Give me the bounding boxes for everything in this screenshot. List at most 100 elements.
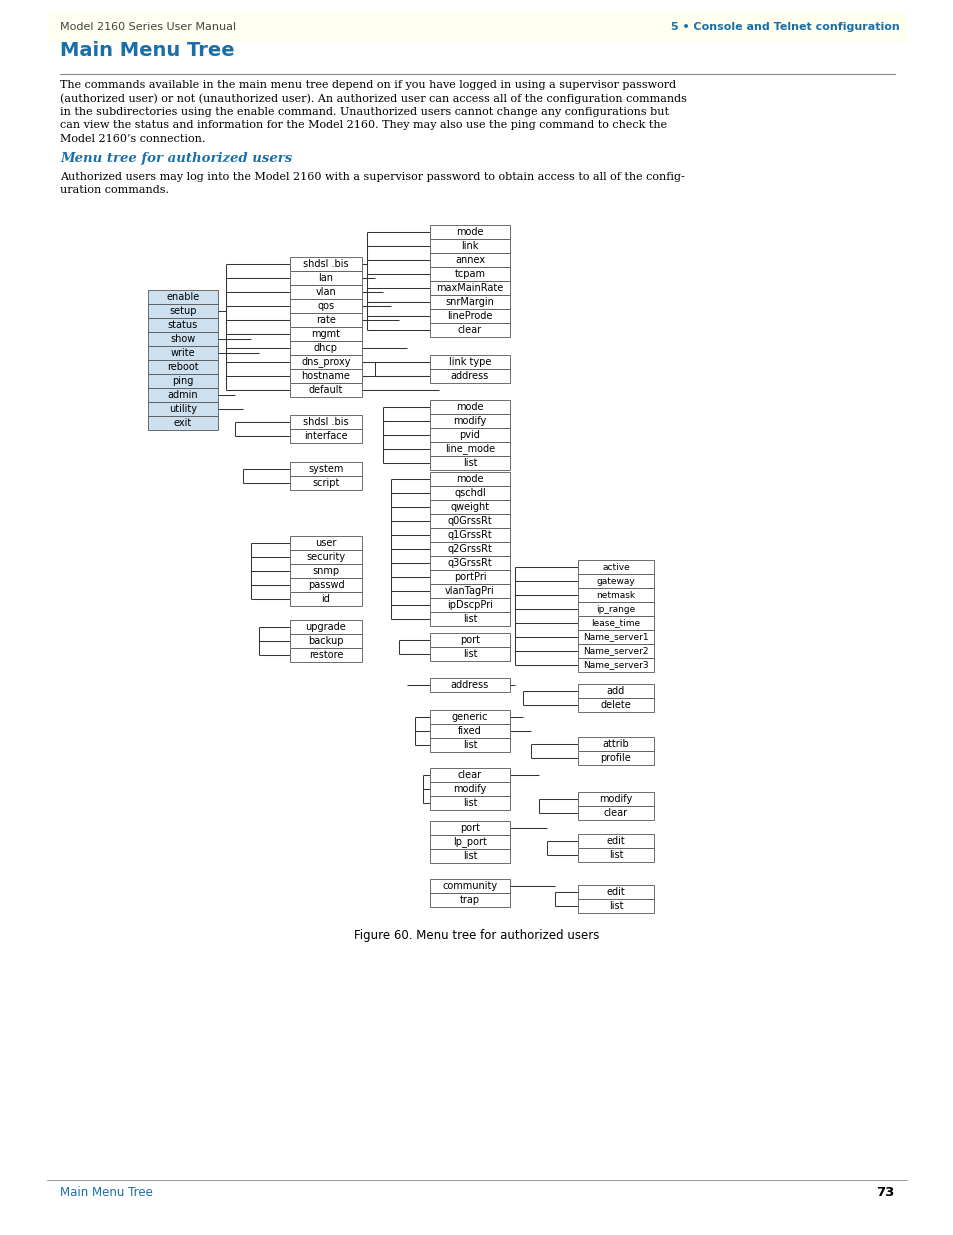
Text: list: list: [608, 902, 622, 911]
Text: modify: modify: [453, 784, 486, 794]
Bar: [148, 304, 218, 317]
Bar: [430, 354, 510, 369]
Text: enable: enable: [166, 291, 199, 303]
Text: list: list: [462, 650, 476, 659]
Bar: [430, 710, 510, 724]
Bar: [578, 574, 654, 588]
Bar: [578, 834, 654, 848]
Bar: [290, 536, 361, 550]
Bar: [290, 475, 361, 490]
Text: admin: admin: [168, 390, 198, 400]
Text: hostname: hostname: [301, 370, 350, 382]
Text: edit: edit: [606, 836, 625, 846]
Bar: [290, 462, 361, 475]
Text: shdsl .bis: shdsl .bis: [303, 259, 349, 269]
Text: fixed: fixed: [457, 726, 481, 736]
Bar: [430, 782, 510, 797]
Text: portPri: portPri: [454, 572, 486, 582]
Bar: [430, 678, 510, 692]
Text: port: port: [459, 823, 479, 832]
Text: q1GrssRt: q1GrssRt: [447, 530, 492, 540]
Text: snmp: snmp: [313, 566, 339, 576]
Bar: [290, 550, 361, 564]
Bar: [148, 388, 218, 403]
Text: rate: rate: [315, 315, 335, 325]
Text: link type: link type: [448, 357, 491, 367]
Text: 73: 73: [876, 1187, 894, 1199]
Bar: [430, 647, 510, 661]
Bar: [290, 312, 361, 327]
Text: Model 2160 Series User Manual: Model 2160 Series User Manual: [60, 22, 236, 32]
Text: show: show: [171, 333, 195, 345]
Text: list: list: [462, 614, 476, 624]
Bar: [430, 542, 510, 556]
Text: qweight: qweight: [450, 501, 489, 513]
Text: annex: annex: [455, 254, 484, 266]
Bar: [578, 751, 654, 764]
Text: shdsl .bis: shdsl .bis: [303, 417, 349, 427]
Bar: [430, 309, 510, 324]
Text: 5 • Console and Telnet configuration: 5 • Console and Telnet configuration: [671, 22, 899, 32]
Text: community: community: [442, 881, 497, 890]
Text: clear: clear: [457, 769, 481, 781]
Bar: [430, 500, 510, 514]
Bar: [148, 403, 218, 416]
Bar: [578, 792, 654, 806]
Bar: [430, 414, 510, 429]
Bar: [430, 529, 510, 542]
Bar: [290, 564, 361, 578]
Bar: [430, 514, 510, 529]
Text: reboot: reboot: [167, 362, 198, 372]
Text: Main Menu Tree: Main Menu Tree: [60, 41, 234, 61]
Text: lineProde: lineProde: [447, 311, 492, 321]
Text: mode: mode: [456, 474, 483, 484]
Text: maxMainRate: maxMainRate: [436, 283, 503, 293]
Text: Name_server2: Name_server2: [582, 646, 648, 656]
Bar: [430, 267, 510, 282]
Bar: [430, 739, 510, 752]
Text: list: list: [608, 850, 622, 860]
Bar: [578, 899, 654, 913]
Text: write: write: [171, 348, 195, 358]
Bar: [290, 634, 361, 648]
Text: upgrade: upgrade: [305, 622, 346, 632]
Text: port: port: [459, 635, 479, 645]
Bar: [290, 648, 361, 662]
Bar: [290, 415, 361, 429]
Text: mode: mode: [456, 227, 483, 237]
Bar: [430, 797, 510, 810]
Text: id: id: [321, 594, 330, 604]
Bar: [290, 369, 361, 383]
Text: q0GrssRt: q0GrssRt: [447, 516, 492, 526]
Text: address: address: [451, 370, 489, 382]
Bar: [290, 299, 361, 312]
Bar: [430, 295, 510, 309]
Text: lan: lan: [318, 273, 334, 283]
Text: snrMargin: snrMargin: [445, 296, 494, 308]
Bar: [430, 240, 510, 253]
Text: trap: trap: [459, 895, 479, 905]
Text: default: default: [309, 385, 343, 395]
Bar: [578, 698, 654, 713]
Text: Main Menu Tree: Main Menu Tree: [60, 1187, 152, 1199]
Bar: [430, 442, 510, 456]
Bar: [578, 616, 654, 630]
Text: dhcp: dhcp: [314, 343, 337, 353]
Bar: [578, 848, 654, 862]
Text: restore: restore: [309, 650, 343, 659]
Bar: [430, 429, 510, 442]
Text: list: list: [462, 851, 476, 861]
Text: qos: qos: [317, 301, 335, 311]
Text: modify: modify: [598, 794, 632, 804]
Bar: [578, 601, 654, 616]
Bar: [430, 456, 510, 471]
Text: vlan: vlan: [315, 287, 336, 296]
Text: passwd: passwd: [308, 580, 344, 590]
Text: line_mode: line_mode: [444, 443, 495, 454]
Bar: [578, 588, 654, 601]
Bar: [290, 354, 361, 369]
Bar: [578, 643, 654, 658]
Text: modify: modify: [453, 416, 486, 426]
Text: list: list: [462, 798, 476, 808]
Text: Name_server3: Name_server3: [582, 661, 648, 669]
